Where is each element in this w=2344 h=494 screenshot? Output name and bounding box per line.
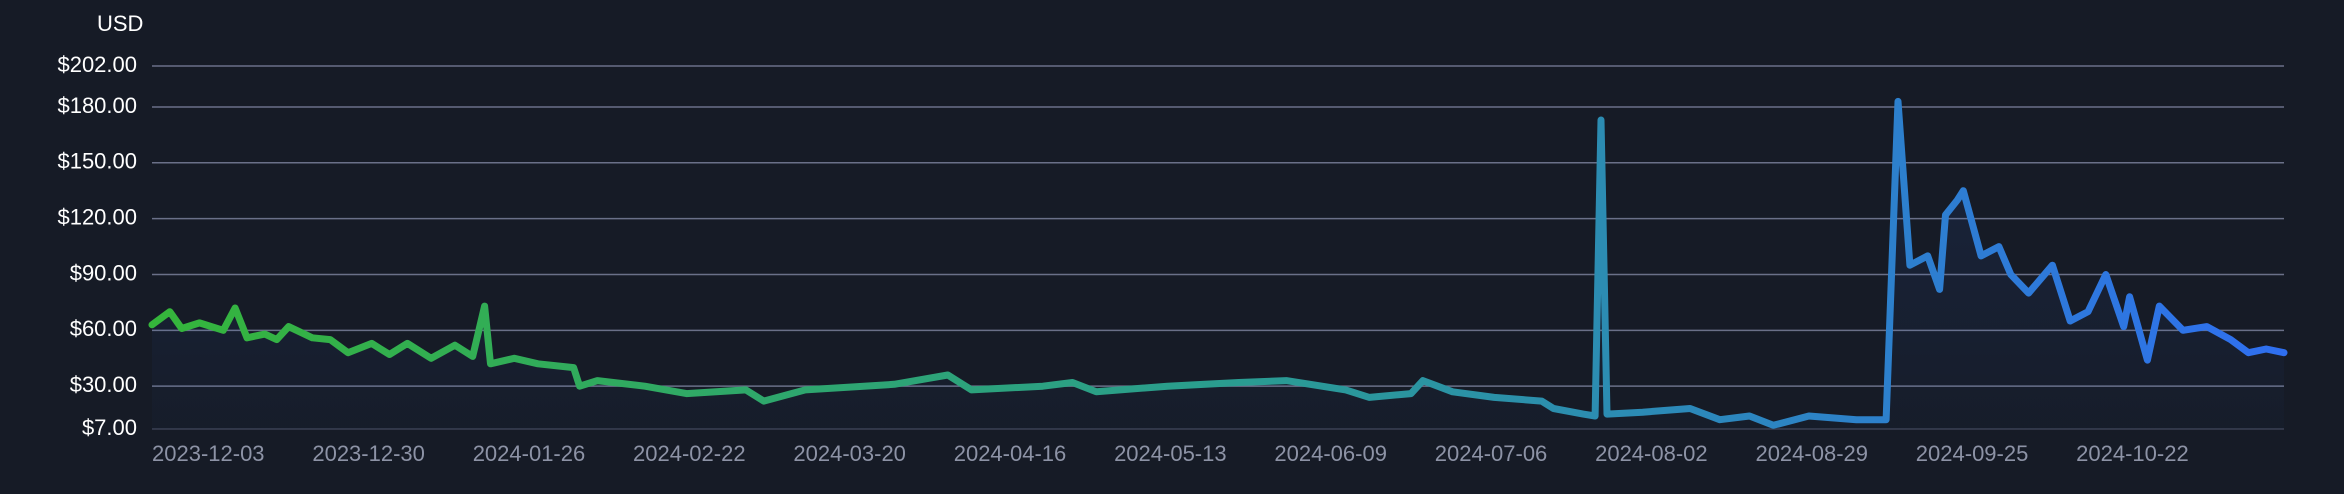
y-tick-label: $202.00: [57, 52, 137, 77]
line: [148, 97, 2288, 429]
x-tick-label: 2023-12-30: [312, 441, 425, 466]
x-tick-label: 2024-10-22: [2076, 441, 2189, 466]
x-tick-label: 2023-12-03: [152, 441, 265, 466]
y-tick-label: $180.00: [57, 93, 137, 118]
y-tick-label: $150.00: [57, 149, 137, 174]
x-tick-label: 2024-02-22: [633, 441, 746, 466]
y-tick-label: $120.00: [57, 204, 137, 229]
x-tick-label: 2024-01-26: [473, 441, 586, 466]
x-tick-label: 2024-04-16: [954, 441, 1067, 466]
x-tick-label: 2024-09-25: [1916, 441, 2029, 466]
x-tick-label: 2024-06-09: [1274, 441, 1387, 466]
x-tick-label: 2024-08-29: [1755, 441, 1868, 466]
x-tick-label: 2024-05-13: [1114, 441, 1227, 466]
x-tick-label: 2024-03-20: [793, 441, 906, 466]
area: [152, 101, 2284, 430]
y-axis-label: USD: [97, 11, 143, 36]
y-tick-label: $7.00: [82, 415, 137, 440]
y-tick-label: $30.00: [70, 372, 137, 397]
y-tick-label: $60.00: [70, 316, 137, 341]
x-tick-label: 2024-08-02: [1595, 441, 1708, 466]
x-tick-label: 2024-07-06: [1435, 441, 1548, 466]
y-tick-label: $90.00: [70, 260, 137, 285]
